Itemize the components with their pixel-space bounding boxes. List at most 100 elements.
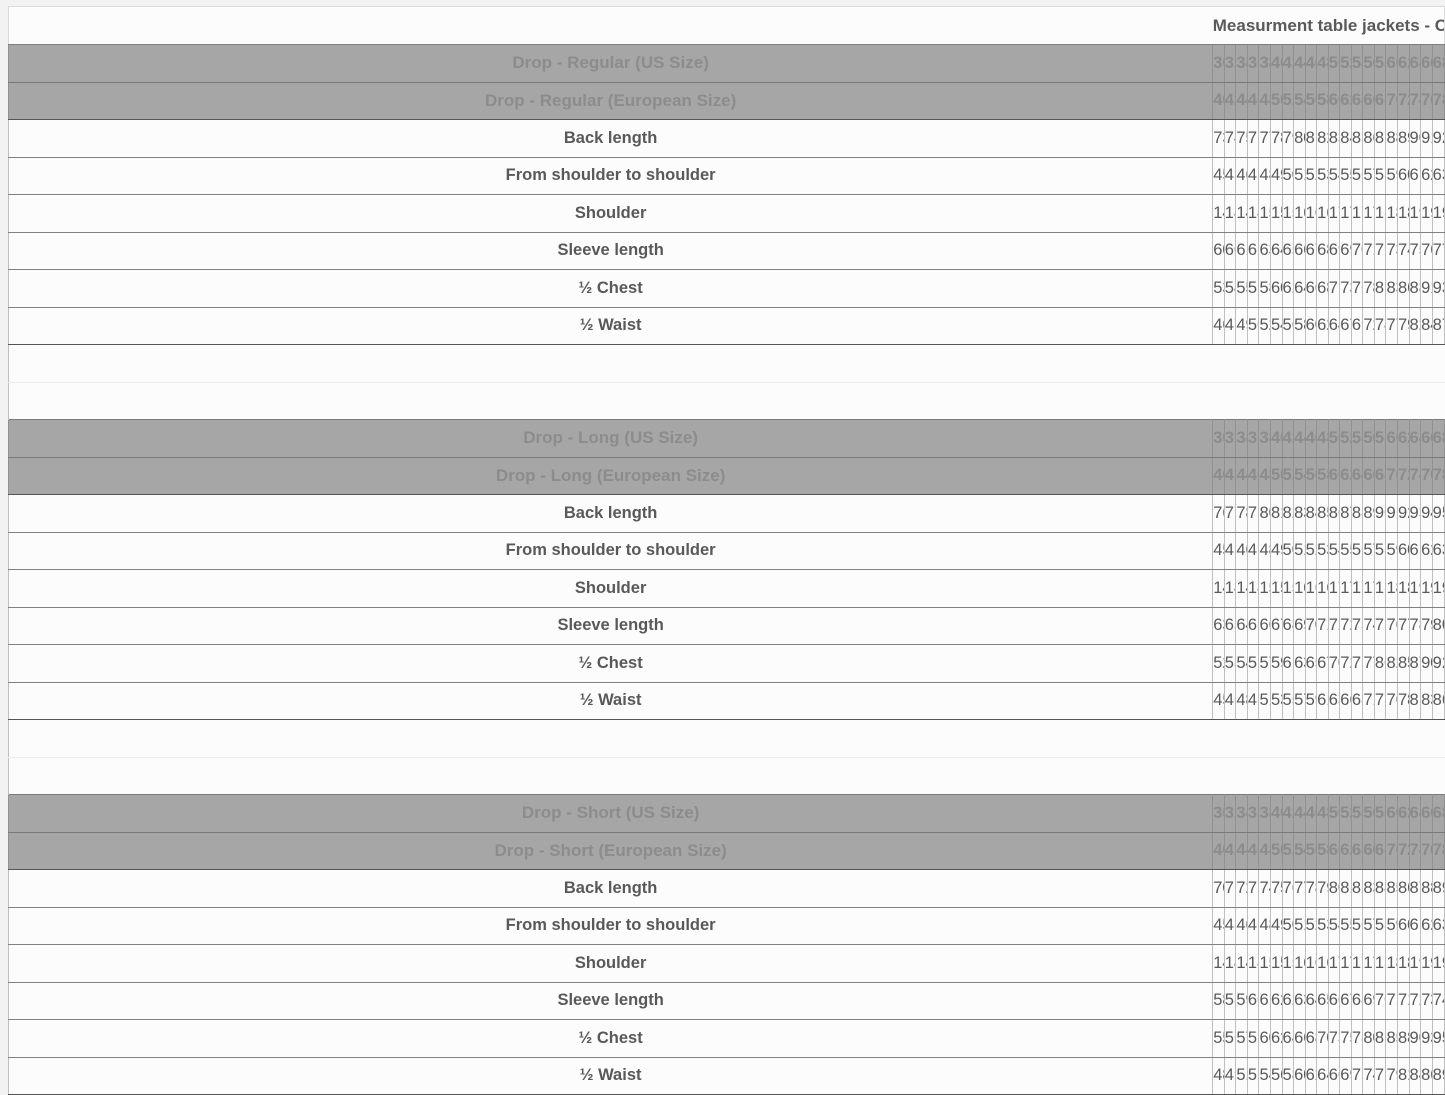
measurement-cell: 14.9 bbox=[1246, 944, 1260, 983]
header-us-size-46: 46 bbox=[1304, 419, 1318, 458]
measurement-cell: 19.7 bbox=[1431, 944, 1445, 983]
measurement-cell: 16.1 bbox=[1293, 194, 1306, 233]
measurement-cell: 63.8 bbox=[1293, 981, 1306, 1020]
measurement-cell: 46.5 bbox=[1235, 156, 1248, 195]
table-row: Shoulder1414.314.614.915.215.515.816.116… bbox=[7, 194, 1445, 233]
header-us-size-38: 38 bbox=[1258, 419, 1271, 458]
measurement-cell: 92.5 bbox=[1431, 644, 1445, 683]
measurement-cell: 91.0 bbox=[1420, 269, 1433, 308]
measurement-cell: 52.5 bbox=[1304, 531, 1318, 570]
measurement-cell: 60.5 bbox=[1270, 269, 1283, 308]
measurement-cell: 56.0 bbox=[1246, 644, 1260, 683]
header-eu-size-74: 74 bbox=[1408, 81, 1422, 120]
measurement-cell: 73.5 bbox=[1339, 269, 1352, 308]
measurement-cell: 63 bbox=[1212, 606, 1225, 645]
measurement-cell: 82.5 bbox=[1385, 644, 1398, 683]
header-us-size-46: 46 bbox=[1304, 794, 1318, 833]
header-us-size-68: 68 bbox=[1431, 44, 1445, 83]
measurement-cell: 66.5 bbox=[1327, 1056, 1341, 1095]
header-eu-size-42: 42 bbox=[1223, 81, 1237, 120]
measurement-cell: 83 bbox=[1373, 1019, 1387, 1058]
measurement-cell: 89 bbox=[1431, 869, 1445, 908]
measurement-cell: 68.3 bbox=[1350, 981, 1364, 1020]
header-us-size-32: 32 bbox=[1223, 794, 1237, 833]
measurement-cell: 52 bbox=[1212, 644, 1225, 683]
measurement-cell: 60.5 bbox=[1397, 156, 1410, 195]
header-eu-size-74: 74 bbox=[1408, 456, 1422, 495]
measurement-cell: 79.5 bbox=[1397, 306, 1410, 345]
measurement-cell: 58.5 bbox=[1373, 156, 1387, 195]
measurement-cell: 76.0 bbox=[1246, 119, 1260, 158]
measurement-cell: 79 bbox=[1385, 1056, 1398, 1095]
measurement-cell: 56.5 bbox=[1350, 156, 1364, 195]
header-us-size-30: 30 bbox=[1212, 44, 1225, 83]
measurement-cell: 50.5 bbox=[1281, 156, 1295, 195]
measurement-cell: 64.5 bbox=[1270, 231, 1283, 270]
measurement-cell: 93.0 bbox=[1420, 1019, 1433, 1058]
header-eu-size-54: 54 bbox=[1293, 456, 1306, 495]
measurement-cell: 14 bbox=[1212, 944, 1225, 983]
measurement-cell: 74.7 bbox=[1362, 606, 1375, 645]
measurement-cell: 16.7 bbox=[1316, 569, 1329, 608]
table-row: ½ Chest5253.054.556.057.759.561.563.565.… bbox=[7, 644, 1445, 683]
measurement-cell: 88.5 bbox=[1408, 269, 1422, 308]
measurement-cell: 14.3 bbox=[1223, 944, 1237, 983]
measurement-cell: 61.5 bbox=[1408, 156, 1422, 195]
measurement-cell: 59.3 bbox=[1235, 981, 1248, 1020]
measurement-cell: 17.3 bbox=[1339, 944, 1352, 983]
header-eu-size-64: 64 bbox=[1350, 81, 1364, 120]
measurement-cell: 15.8 bbox=[1281, 569, 1295, 608]
measurement-cell: 81 bbox=[1373, 269, 1387, 308]
measurement-cell: 73.0 bbox=[1246, 869, 1260, 908]
measurement-cell: 84.0 bbox=[1339, 119, 1352, 158]
row-label: Sleeve length bbox=[7, 606, 1214, 645]
measurement-cell: 93.5 bbox=[1431, 269, 1445, 308]
measurement-cell: 77.4 bbox=[1397, 606, 1410, 645]
measurement-cell: 88.0 bbox=[1350, 494, 1364, 533]
table-row: ½ Chest5354.055.557.058.560.562.564.566.… bbox=[7, 269, 1445, 308]
measurement-cell: 52.5 bbox=[1304, 906, 1318, 945]
measurement-cell: 67.2 bbox=[1304, 231, 1318, 270]
measurement-cell: 18.5 bbox=[1385, 569, 1398, 608]
measurement-cell: 74.6 bbox=[1431, 981, 1445, 1020]
measurement-cell: 89 bbox=[1431, 1056, 1445, 1095]
measurement-cell: 58.4 bbox=[1223, 981, 1237, 1020]
header-eu-size-58: 58 bbox=[1316, 831, 1329, 870]
measurement-cell: 85 bbox=[1385, 869, 1398, 908]
header-us-size-44: 44 bbox=[1293, 419, 1306, 458]
measurement-cell: 64.7 bbox=[1304, 981, 1318, 1020]
measurement-cell: 61.0 bbox=[1316, 681, 1329, 720]
measurement-cell: 69.0 bbox=[1339, 1056, 1352, 1095]
measurement-cell: 82.0 bbox=[1350, 869, 1364, 908]
measurement-cell: 45.5 bbox=[1223, 531, 1237, 570]
row-label: ½ Waist bbox=[7, 681, 1214, 720]
header-eu-size-70: 70 bbox=[1385, 81, 1398, 120]
measurement-cell: 66.5 bbox=[1304, 269, 1318, 308]
measurement-cell: 62.5 bbox=[1270, 1019, 1283, 1058]
table-spacer-row bbox=[7, 344, 1445, 383]
measurement-cell: 52.0 bbox=[1258, 306, 1271, 345]
measurement-cell: 77 bbox=[1385, 306, 1398, 345]
measurement-cell: 79.0 bbox=[1316, 869, 1329, 908]
measurement-cell: 57.0 bbox=[1246, 269, 1260, 308]
measurement-cell: 15.2 bbox=[1258, 944, 1271, 983]
measurement-cell: 68.4 bbox=[1281, 606, 1295, 645]
measurement-cell: 87 bbox=[1431, 306, 1445, 345]
header-eu-size-40: 40 bbox=[1212, 831, 1225, 870]
measurement-cell: 74.0 bbox=[1223, 119, 1237, 158]
measurement-cell: 17.6 bbox=[1350, 194, 1364, 233]
measurement-cell: 78.0 bbox=[1270, 119, 1283, 158]
header-eu-size-60: 60 bbox=[1327, 456, 1341, 495]
header-eu-size-52: 52 bbox=[1281, 831, 1295, 870]
measurement-cell: 63.5 bbox=[1431, 906, 1445, 945]
row-label: Back length bbox=[7, 869, 1214, 908]
measurement-cell: 87.0 bbox=[1339, 494, 1352, 533]
measurement-cell: 66.6 bbox=[1258, 606, 1271, 645]
measurement-cell: 56.0 bbox=[1281, 306, 1295, 345]
measurement-cell: 75.0 bbox=[1350, 644, 1364, 683]
measurement-cell: 76 bbox=[1212, 494, 1225, 533]
measurement-cell: 69.3 bbox=[1293, 606, 1306, 645]
measurement-cell: 54.5 bbox=[1327, 531, 1341, 570]
header-us-size-60: 60 bbox=[1385, 44, 1398, 83]
measurement-cell: 86 bbox=[1397, 269, 1410, 308]
